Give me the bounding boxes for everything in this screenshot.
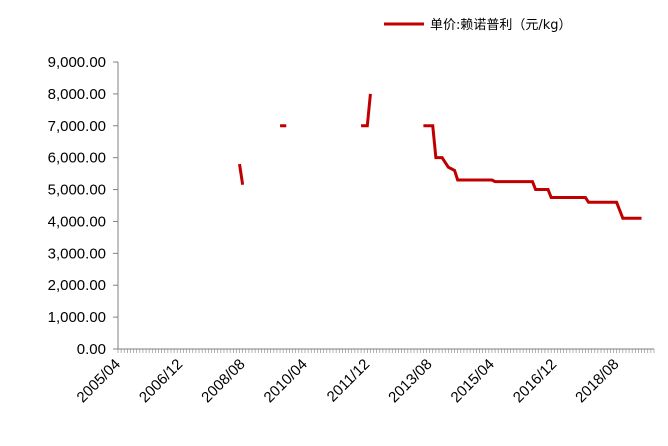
series-line-segment: [423, 124, 642, 220]
y-tick-label: 9,000.00: [48, 54, 106, 71]
x-tick-label: 2008/08: [198, 356, 248, 406]
y-tick-label: 8,000.00: [48, 86, 106, 103]
y-axis: 0.00 1,000.00 2,000.00 3,000.00 4,000.00 5,00…: [48, 54, 119, 358]
y-tick-label: 2,000.00: [48, 277, 106, 294]
x-tick-label: 2018/08: [572, 356, 622, 406]
y-tick-label: 5,000.00: [48, 182, 106, 199]
y-tick-label: 3,000.00: [48, 245, 106, 262]
legend-label: 单价:赖诺普利（元/kg）: [430, 18, 572, 33]
legend: 单价:赖诺普利（元/kg）: [384, 18, 572, 33]
x-axis: 2005/04 2006/12 2008/08 2010/04 2011/12 2013/…: [74, 348, 655, 406]
x-tick-label: 2015/04: [448, 356, 498, 406]
x-tick-label: 2016/12: [510, 356, 560, 406]
y-tick-label: 7,000.00: [48, 118, 106, 135]
x-tick-label: 2010/04: [261, 356, 311, 406]
x-tick-label: 2013/08: [385, 356, 435, 406]
x-tick-label: 2006/12: [136, 356, 186, 406]
series-line-segment: [361, 93, 372, 128]
plot-area: [238, 93, 642, 220]
x-tick-label: 2011/12: [324, 356, 374, 406]
y-tick-label: 6,000.00: [48, 150, 106, 167]
series-line-segment: [238, 163, 245, 185]
x-tick-label: 2005/04: [74, 356, 124, 406]
y-tick-label: 1,000.00: [48, 309, 106, 326]
y-tick-label: 4,000.00: [48, 213, 106, 230]
y-tick-label: 0.00: [77, 341, 106, 358]
